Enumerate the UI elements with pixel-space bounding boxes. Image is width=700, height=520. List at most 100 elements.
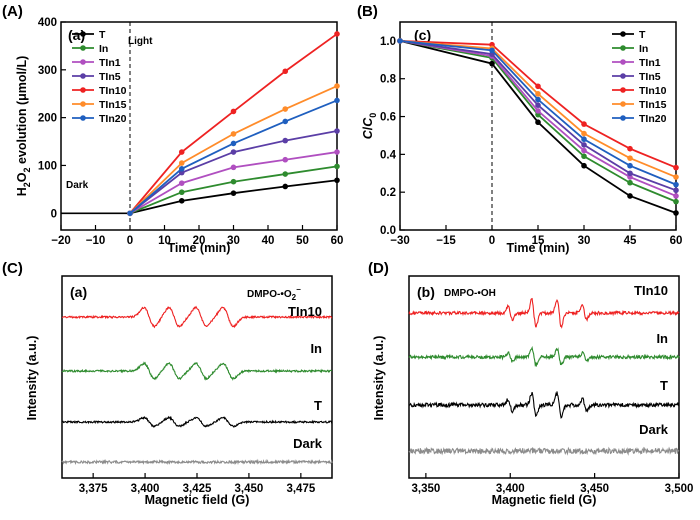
panel-b-x-tick-label: 30 <box>578 235 591 247</box>
panel-a-x-tick-label: −20 <box>51 235 71 247</box>
series-in-point <box>673 198 679 205</box>
legend-tin15-marker <box>620 101 626 107</box>
series-t-point <box>282 183 289 190</box>
legend-tin5-label: TIn5 <box>99 71 121 83</box>
series-tin10-point <box>178 149 185 155</box>
series-tin10-point <box>230 108 237 115</box>
legend-tin1-label: TIn1 <box>99 57 121 69</box>
trace-t-label: T <box>314 398 322 413</box>
series-tin1-line <box>399 40 677 197</box>
panel-d-y-axis-title: Intensity (a.u.) <box>372 336 386 421</box>
panel-b-x-tick-label: 60 <box>670 235 683 247</box>
series-tin20-point <box>178 165 185 172</box>
panel-c-tag: (a) <box>70 284 87 300</box>
legend-tin10-marker <box>80 87 86 93</box>
trace-tin10-spectrum <box>61 305 333 329</box>
legend-in-label: In <box>99 43 108 55</box>
panel-b-y-tick-label: 0.4 <box>380 149 397 161</box>
series-tin20-point <box>127 210 133 217</box>
series-t-point <box>535 119 541 126</box>
trace-t-spectrum <box>408 391 680 419</box>
panel-a-x-tick-label: 30 <box>227 235 240 247</box>
series-tin5-point <box>673 187 679 194</box>
series-tin15-point <box>673 174 679 180</box>
series-tin1-point <box>673 193 679 199</box>
panel-b-x-tick-label: 0 <box>489 235 495 247</box>
panel-d-x-tick-label: 3,450 <box>580 483 609 495</box>
legend-tin10-marker <box>620 87 626 93</box>
series-tin20-point <box>397 38 403 44</box>
trace-dark-label: Dark <box>639 422 669 437</box>
series-tin10-line <box>399 40 677 169</box>
series-tin15-point <box>230 131 237 137</box>
panel-b-x-tick-label: −30 <box>390 235 410 247</box>
panel-c-ticks: 3,375 3,400 3,425 3,450 3,475 <box>79 473 316 495</box>
legend-in-label: In <box>639 43 648 55</box>
panel-d-letter: (D) <box>368 260 389 277</box>
panel-a-x-tick-label: 20 <box>193 235 206 247</box>
panel-c-species-label: DMPO-•O2− <box>247 285 301 302</box>
series-tin20-point <box>334 97 340 104</box>
trace-in-spectrum <box>61 361 333 381</box>
series-in-point <box>627 179 633 186</box>
panel-a-tag: (a) <box>68 27 85 43</box>
series-in-point <box>581 153 587 160</box>
legend-tin20-marker <box>80 115 86 121</box>
series-tin15-point <box>178 160 185 166</box>
series-tin20-point <box>535 96 541 103</box>
trace-in-label: In <box>656 331 668 346</box>
panel-a-ticks: −20 −10 0 10 20 30 40 50 60 0 100 200 300 400 <box>38 17 344 247</box>
panel-b-ticks: −30 −15 0 15 30 45 60 0.0 0.2 0.4 0.6 0.8 1.0 <box>380 36 682 247</box>
panel-b-y-tick-label: 0.8 <box>380 74 397 86</box>
series-tin20-point <box>673 181 679 188</box>
legend-tin20-marker <box>620 115 626 121</box>
panel-b-x-tick-label: −15 <box>436 235 456 247</box>
series-tin1-point <box>334 149 340 155</box>
series-tin5-line <box>399 40 677 192</box>
legend-tin10-label: TIn10 <box>639 85 667 97</box>
panel-b-x-tick-label: 45 <box>624 235 637 247</box>
series-tin5-point <box>535 102 541 108</box>
panel-d-tag: (b) <box>417 284 435 300</box>
panel-c-x-tick-label: 3,375 <box>79 483 108 495</box>
panel-a-y-tick-label: 0 <box>51 208 57 220</box>
panel-d-plot: TIn10 In T Dark <box>408 283 680 456</box>
panel-b-plot <box>397 22 679 230</box>
series-tin15-point <box>535 91 541 97</box>
panel-d-x-tick-label: 3,500 <box>665 483 694 495</box>
series-tin10-point <box>673 164 679 171</box>
panel-a-dark-label: Dark <box>66 180 89 191</box>
panel-a-y-tick-label: 300 <box>38 65 57 77</box>
panel-b-y-tick-label: 0.0 <box>380 225 396 237</box>
series-tin20-point <box>282 118 289 125</box>
legend-tin15-label: TIn15 <box>99 99 127 111</box>
panel-c-x-tick-label: 3,425 <box>183 483 212 495</box>
series-tin1-point <box>535 108 541 114</box>
legend-tin5-marker <box>80 73 86 79</box>
series-tin5-point <box>282 137 289 144</box>
panel-a-light-label: Light <box>128 36 153 47</box>
legend-in-marker <box>80 45 86 51</box>
series-tin5-point <box>334 128 340 134</box>
panel-d-species-label: DMPO-•OH <box>444 288 496 299</box>
panel-c-x-axis-title: Magnetic field (G) <box>145 493 250 507</box>
series-tin15-line <box>399 40 677 178</box>
panel-d-x-tick-label: 3,400 <box>496 483 525 495</box>
legend-tin5-label: TIn5 <box>639 71 661 83</box>
legend-tin15-label: TIn15 <box>639 99 667 111</box>
series-tin5-point <box>230 149 237 155</box>
series-tin10-point <box>627 145 633 152</box>
series-in-point <box>334 163 340 170</box>
series-t-point <box>230 190 237 196</box>
panel-c-y-axis-title: Intensity (a.u.) <box>25 336 39 421</box>
panel-a-x-tick-label: 50 <box>296 235 309 247</box>
panel-a-x-tick-label: 10 <box>158 235 171 247</box>
panel-a-y-tick-label: 400 <box>38 17 57 29</box>
series-t-line <box>399 40 677 214</box>
series-t-point <box>334 177 340 184</box>
panel-b-y-axis-title: C/C0 <box>361 113 378 140</box>
panel-a-x-tick-label: 40 <box>262 235 275 247</box>
panel-b-y-tick-label: 0.2 <box>380 187 396 199</box>
panel-a-plot <box>61 22 340 230</box>
